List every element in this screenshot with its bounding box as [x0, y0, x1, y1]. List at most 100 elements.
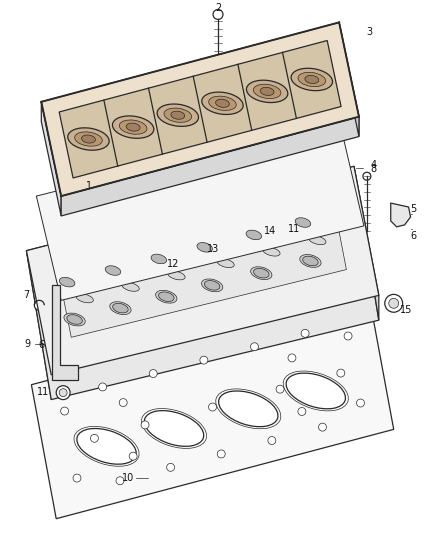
Ellipse shape [113, 303, 128, 313]
Circle shape [181, 271, 191, 281]
Text: 11: 11 [37, 386, 49, 397]
Circle shape [116, 477, 124, 484]
Circle shape [276, 385, 284, 393]
Circle shape [227, 260, 237, 269]
Polygon shape [36, 120, 364, 300]
Ellipse shape [246, 230, 261, 240]
Ellipse shape [113, 116, 154, 138]
Circle shape [91, 434, 99, 442]
Ellipse shape [205, 280, 220, 290]
Circle shape [166, 463, 175, 471]
Circle shape [224, 245, 232, 253]
Circle shape [217, 450, 225, 458]
Ellipse shape [119, 120, 147, 134]
Ellipse shape [309, 236, 326, 245]
Ellipse shape [208, 96, 236, 110]
Polygon shape [26, 166, 379, 375]
Circle shape [344, 332, 352, 340]
Ellipse shape [77, 429, 136, 464]
Text: 14: 14 [264, 226, 276, 236]
Circle shape [56, 362, 61, 367]
Circle shape [187, 268, 193, 273]
Ellipse shape [295, 218, 311, 227]
Ellipse shape [148, 253, 170, 265]
Polygon shape [41, 102, 61, 216]
Circle shape [200, 356, 208, 364]
Ellipse shape [155, 290, 177, 303]
Text: 4: 4 [370, 160, 376, 170]
Circle shape [208, 403, 216, 411]
Polygon shape [61, 117, 359, 216]
Ellipse shape [219, 391, 278, 427]
Ellipse shape [64, 313, 85, 326]
Ellipse shape [202, 92, 243, 115]
Circle shape [267, 239, 283, 255]
Text: 12: 12 [167, 259, 180, 269]
Circle shape [319, 188, 331, 200]
Ellipse shape [110, 302, 131, 314]
Ellipse shape [253, 84, 281, 99]
Text: 6: 6 [38, 340, 44, 350]
Ellipse shape [81, 135, 95, 143]
Circle shape [62, 289, 70, 297]
Circle shape [56, 333, 61, 337]
Circle shape [271, 243, 279, 251]
Ellipse shape [171, 111, 185, 119]
Ellipse shape [122, 282, 139, 292]
Polygon shape [354, 166, 379, 320]
Circle shape [89, 294, 99, 304]
Ellipse shape [164, 108, 191, 123]
Text: 6: 6 [410, 231, 417, 241]
Circle shape [59, 389, 67, 397]
Circle shape [148, 225, 159, 237]
Ellipse shape [105, 266, 121, 276]
Circle shape [58, 286, 74, 301]
Circle shape [285, 297, 297, 309]
Circle shape [206, 210, 218, 222]
Polygon shape [26, 251, 51, 400]
Ellipse shape [102, 264, 124, 277]
Circle shape [363, 172, 371, 180]
Circle shape [45, 262, 57, 274]
Ellipse shape [298, 72, 325, 87]
Ellipse shape [292, 216, 314, 229]
Circle shape [336, 278, 348, 290]
Ellipse shape [291, 68, 332, 91]
Circle shape [357, 399, 364, 407]
Ellipse shape [260, 87, 274, 95]
Circle shape [184, 264, 196, 277]
Polygon shape [26, 166, 379, 400]
Circle shape [389, 298, 399, 308]
Circle shape [56, 386, 70, 400]
Circle shape [285, 239, 294, 249]
Circle shape [60, 407, 69, 415]
Circle shape [319, 237, 329, 246]
Ellipse shape [68, 128, 109, 150]
Ellipse shape [151, 254, 166, 264]
Circle shape [149, 369, 157, 377]
Ellipse shape [76, 294, 93, 303]
Circle shape [318, 423, 326, 431]
Circle shape [268, 437, 276, 445]
Text: 2: 2 [215, 3, 221, 12]
Text: 10: 10 [122, 473, 134, 482]
Polygon shape [59, 205, 346, 337]
Circle shape [141, 421, 149, 429]
Polygon shape [32, 295, 394, 519]
Circle shape [119, 399, 127, 407]
Text: 11: 11 [288, 224, 300, 234]
Ellipse shape [74, 132, 102, 146]
Text: 8: 8 [371, 164, 377, 174]
Circle shape [34, 300, 44, 310]
Circle shape [89, 243, 101, 255]
Polygon shape [52, 286, 78, 379]
Circle shape [105, 180, 113, 188]
Ellipse shape [201, 279, 223, 292]
Circle shape [60, 342, 72, 353]
Circle shape [129, 452, 137, 460]
Circle shape [167, 326, 179, 338]
Ellipse shape [251, 266, 272, 280]
Polygon shape [41, 22, 359, 196]
Circle shape [135, 282, 145, 292]
Ellipse shape [247, 80, 288, 102]
